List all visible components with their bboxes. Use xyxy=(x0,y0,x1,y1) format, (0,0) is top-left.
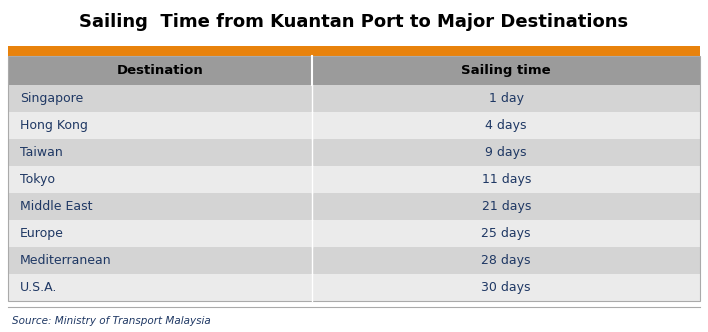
Text: 4 days: 4 days xyxy=(486,119,527,132)
Bar xyxy=(8,220,700,247)
Bar xyxy=(8,85,700,112)
Text: Sailing time: Sailing time xyxy=(462,64,551,77)
Bar xyxy=(8,274,700,301)
Text: 11 days: 11 days xyxy=(481,173,531,186)
Text: Middle East: Middle East xyxy=(20,200,93,213)
Text: Sailing  Time from Kuantan Port to Major Destinations: Sailing Time from Kuantan Port to Major … xyxy=(79,13,629,31)
Text: Destination: Destination xyxy=(117,64,204,77)
Bar xyxy=(8,247,700,274)
Text: Source: Ministry of Transport Malaysia: Source: Ministry of Transport Malaysia xyxy=(12,316,211,326)
Text: Europe: Europe xyxy=(20,227,64,240)
Text: Singapore: Singapore xyxy=(20,92,84,105)
Text: 25 days: 25 days xyxy=(481,227,531,240)
Bar xyxy=(8,46,700,56)
Text: 9 days: 9 days xyxy=(486,146,527,159)
Text: 1 day: 1 day xyxy=(489,92,524,105)
Bar xyxy=(8,193,700,220)
Text: Tokyo: Tokyo xyxy=(20,173,55,186)
Bar xyxy=(8,166,700,193)
Text: 28 days: 28 days xyxy=(481,254,531,267)
Text: 21 days: 21 days xyxy=(481,200,531,213)
Bar xyxy=(8,139,700,166)
Text: Hong Kong: Hong Kong xyxy=(20,119,88,132)
Text: Taiwan: Taiwan xyxy=(20,146,63,159)
Bar xyxy=(8,112,700,139)
Bar xyxy=(8,56,700,85)
Text: 30 days: 30 days xyxy=(481,281,531,294)
Text: Mediterranean: Mediterranean xyxy=(20,254,112,267)
Text: U.S.A.: U.S.A. xyxy=(20,281,57,294)
